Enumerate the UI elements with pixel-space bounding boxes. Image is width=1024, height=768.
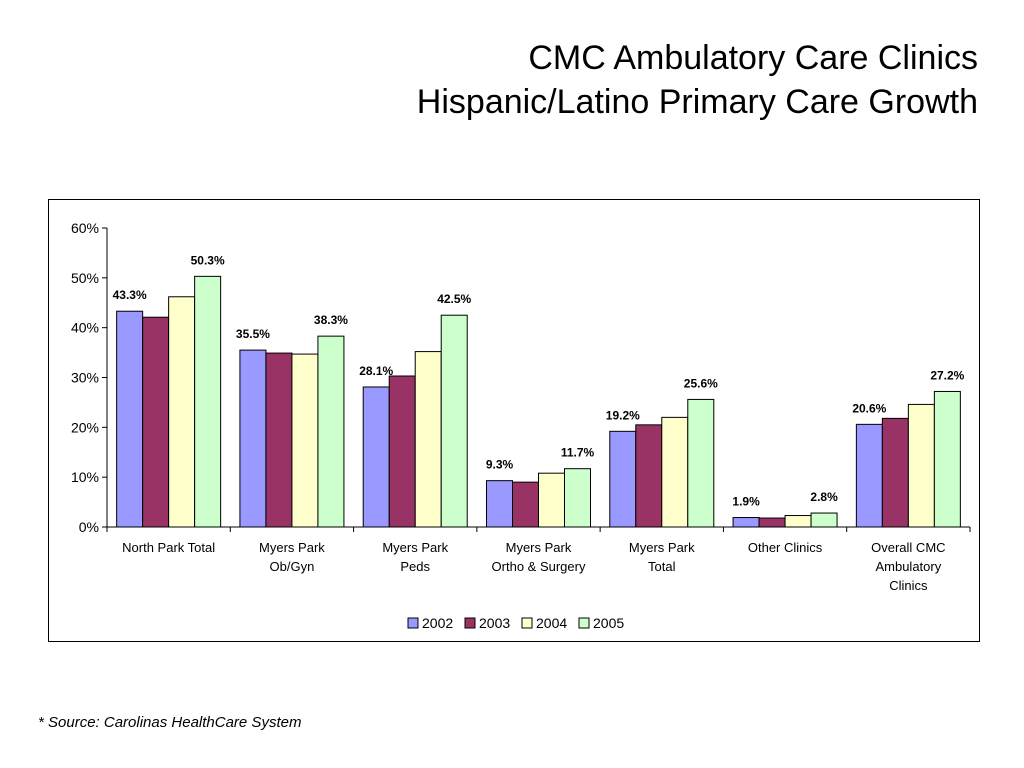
bar-2003-6 (881, 417, 909, 528)
x-tick-label: Myers Park Peds (382, 540, 448, 574)
title-line-1: CMC Ambulatory Care Clinics (528, 39, 978, 77)
slide-title: CMC Ambulatory Care Clinics Hispanic/Lat… (417, 36, 978, 124)
legend: 2002 2003 2004 2005 (407, 615, 624, 631)
legend-swatch-2003 (464, 617, 476, 629)
x-tick-label: Other Clinics (748, 540, 823, 555)
bar-2002-3 (486, 480, 513, 528)
data-label: 11.7% (561, 446, 595, 460)
source-note: * Source: Carolinas HealthCare System (38, 714, 302, 731)
data-label: 2.8% (810, 490, 838, 504)
bar-2003-4 (635, 424, 663, 528)
bar-2005-6 (933, 390, 961, 528)
bar-2002-2 (362, 386, 390, 528)
y-tick-label: 50% (71, 270, 99, 286)
x-tick-label: Myers Park Total (629, 540, 695, 574)
bar-2004-1 (291, 353, 319, 528)
bar-2005-2 (440, 314, 468, 528)
bar-2004-6 (907, 403, 935, 528)
legend-label-2003: 2003 (479, 615, 510, 631)
chart-frame: 0% 10% 20% 30% 40% 50% 60% 43.3% 50.3% 35.5% 38.3%… (48, 199, 980, 642)
data-label: 42.5% (437, 292, 471, 306)
y-tick-label: 20% (71, 419, 99, 435)
bar-2005-3 (564, 468, 591, 528)
bar-2002-1 (239, 349, 267, 528)
y-tick-label: 10% (71, 469, 99, 485)
bar-2002-0 (116, 310, 144, 528)
legend-label-2002: 2002 (422, 615, 453, 631)
legend-swatch-2004 (521, 617, 533, 629)
legend-swatch-2002 (407, 617, 419, 629)
bar-chart: 0% 10% 20% 30% 40% 50% 60% 43.3% 50.3% 35.5% 38.3%… (71, 220, 971, 631)
data-label: 19.2% (606, 408, 640, 422)
bar-2002-4 (609, 430, 637, 528)
legend-label-2004: 2004 (536, 615, 567, 631)
data-label: 27.2% (930, 368, 964, 382)
bar-2004-3 (538, 472, 565, 528)
x-tick-label: Myers Park Ortho & Surgery (492, 540, 586, 574)
bar-2004-5 (784, 515, 812, 528)
bar-2005-5 (810, 512, 838, 528)
bar-2003-1 (265, 352, 293, 528)
bar-2002-5 (732, 517, 760, 528)
bar-2003-0 (142, 316, 170, 528)
bar-2003-5 (758, 517, 786, 528)
data-label: 28.1% (359, 364, 393, 378)
bar-2002-6 (855, 423, 883, 528)
data-label: 38.3% (314, 313, 348, 327)
data-label: 9.3% (486, 458, 514, 472)
data-label: 20.6% (852, 401, 886, 415)
y-tick-label: 60% (71, 220, 99, 236)
x-tick-label: North Park Total (122, 540, 215, 555)
bar-2005-1 (317, 335, 345, 528)
bar-2004-2 (414, 351, 442, 528)
y-tick-label: 40% (71, 320, 99, 336)
bar-2005-0 (194, 275, 222, 528)
bar-2005-4 (687, 398, 715, 528)
y-tick-label: 0% (79, 519, 99, 535)
data-label: 25.6% (684, 376, 718, 390)
title-line-2: Hispanic/Latino Primary Care Growth (416, 83, 978, 121)
bar-2003-3 (512, 481, 539, 528)
legend-label-2005: 2005 (593, 615, 624, 631)
data-label: 1.9% (732, 495, 760, 509)
data-label: 50.3% (191, 253, 225, 267)
bar-2003-2 (388, 375, 416, 528)
data-label: 35.5% (236, 327, 270, 341)
bar-2004-0 (168, 296, 196, 528)
bar-2004-4 (661, 416, 689, 528)
data-label: 43.3% (113, 288, 147, 302)
x-tick-label: Overall CMC Ambulatory Clinics (871, 540, 945, 593)
x-tick-label: Myers Park Ob/Gyn (259, 540, 325, 574)
legend-swatch-2005 (578, 617, 590, 629)
y-tick-label: 30% (71, 370, 99, 386)
